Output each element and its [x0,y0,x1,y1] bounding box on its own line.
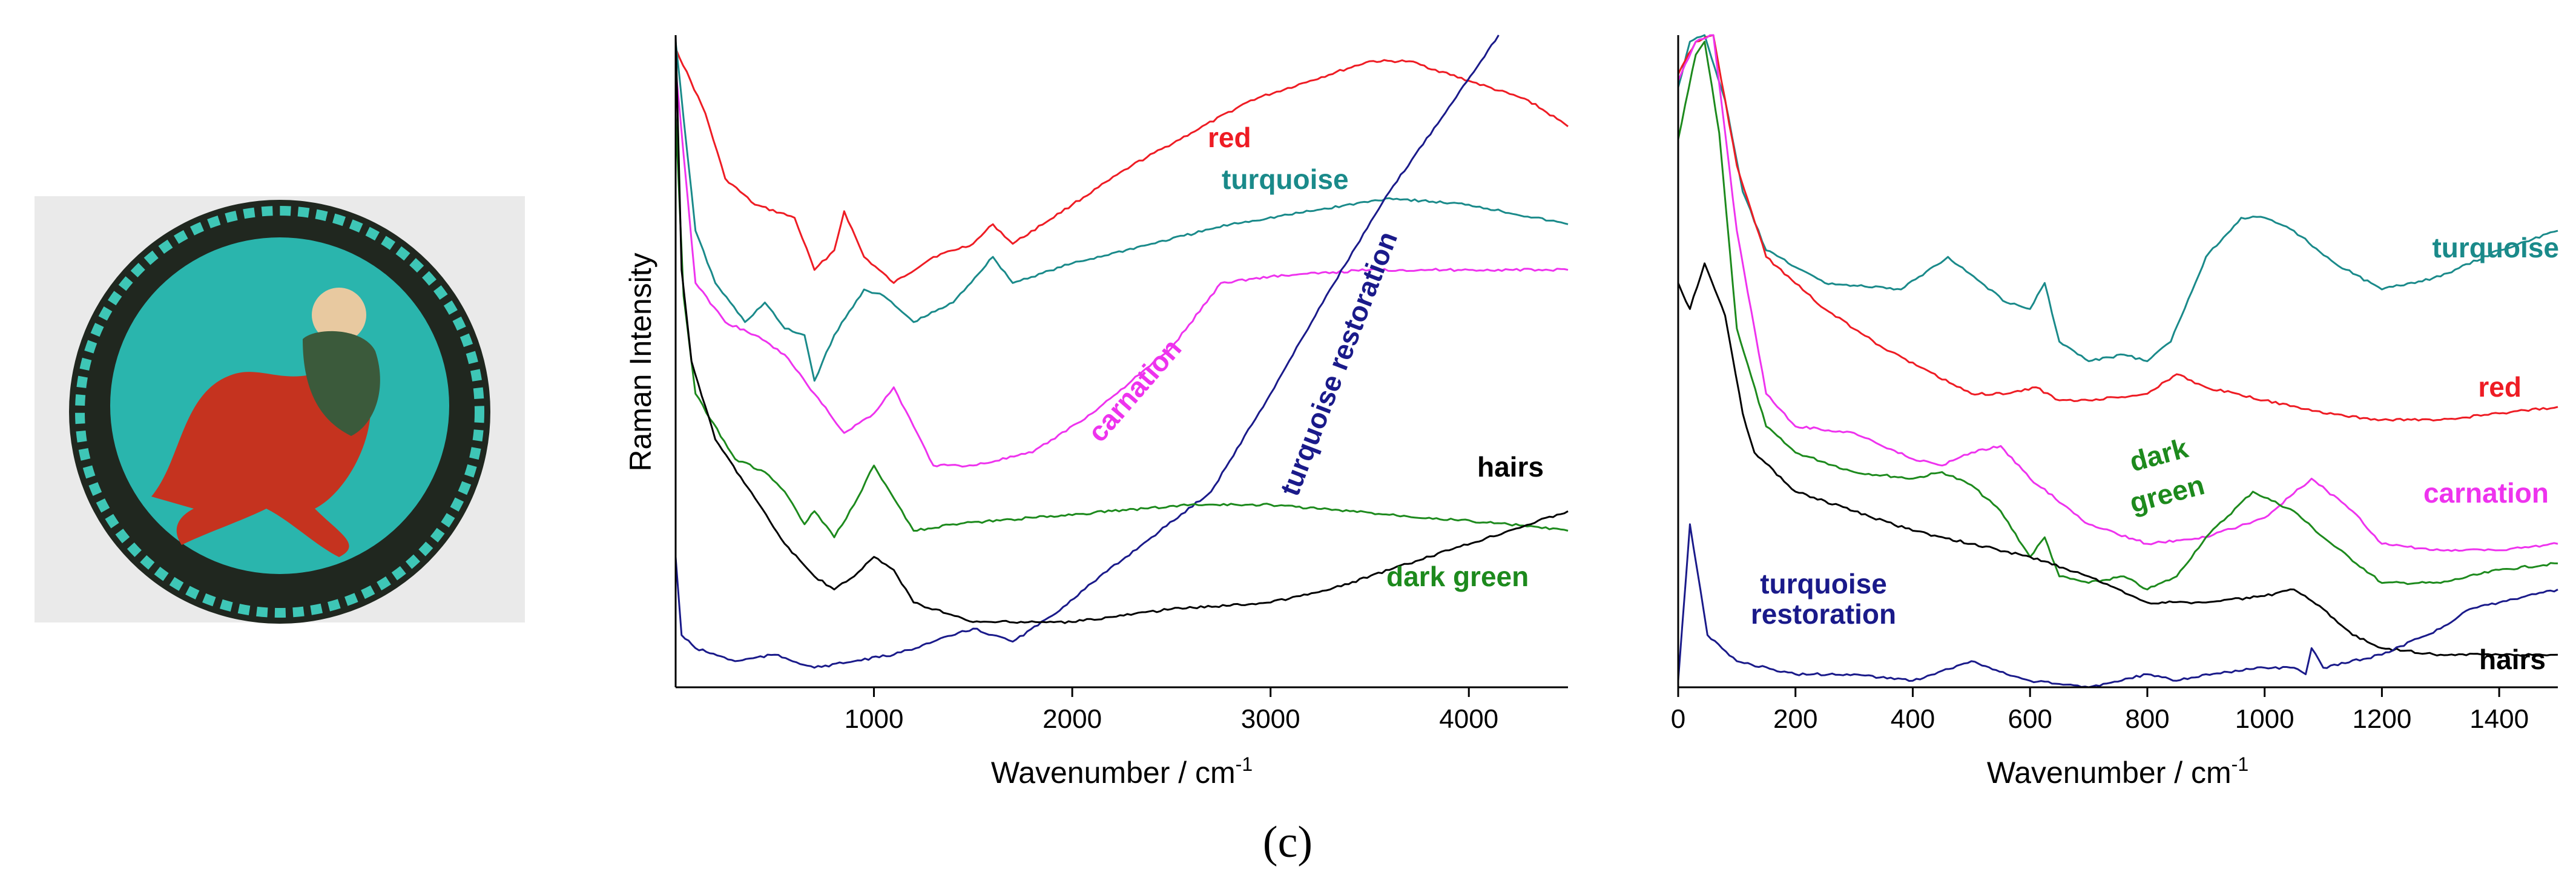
left-label-red: red [1208,122,1251,153]
right-x-tick-label: 1000 [2235,704,2294,734]
left-label-turquoise: turquoise [1222,163,1349,195]
left-series-red [674,47,1569,284]
left-label-turquoise-restoration: turquoise restoration [1274,227,1403,500]
right-x-tick-label: 400 [1891,704,1935,734]
left-x-tick-label: 1000 [845,704,904,734]
right-x-axis-title: Wavenumber / cm-1 [1987,753,2248,790]
right-x-axis-title-sup: -1 [2232,753,2248,775]
right-series-turquoise [1677,34,2558,362]
right-x-tick-label: 1400 [2469,704,2529,734]
left-x-tick-label: 3000 [1241,704,1300,734]
panel-letter: (c) [1263,817,1313,867]
left-x-tick-label: 2000 [1043,704,1102,734]
right-label-red: red [2478,371,2522,403]
left-series-dark-green [674,113,1569,538]
right-series-carnation [1677,34,2558,552]
right-series-turquoise-restoration [1677,523,2558,688]
left-series-turquoise-restoration [674,35,1500,669]
left-x-axis-title-sup: -1 [1236,753,1253,775]
left-label-carnation: carnation [1081,332,1187,447]
left-series-hairs [674,35,1569,624]
left-label-hairs: hairs [1477,451,1544,483]
chart-left: 1000 2000 3000 4000 Raman Intensity Wavenum… [624,35,1569,790]
right-label-hairs: hairs [2479,644,2546,675]
right-x-tick-label: 200 [1773,704,1817,734]
right-label-turquoise: turquoise [2432,232,2559,263]
right-ticks: 0 200 400 600 800 1000 1200 1400 [1671,687,2529,734]
left-series-group [674,35,1569,669]
right-x-tick-label: 800 [2125,704,2169,734]
right-label-turquoise-restoration-1: turquoise [1760,568,1887,599]
left-ticks: 1000 2000 3000 4000 [845,687,1498,734]
bowl-rim-pattern [75,206,484,618]
right-x-axis-title-main: Wavenumber / cm [1987,756,2232,790]
left-series-carnation [674,67,1569,468]
left-x-axis-title-main: Wavenumber / cm [991,756,1236,790]
right-x-tick-label: 0 [1671,704,1685,734]
right-series-dark-green [1677,41,2558,590]
bowl-photo [35,196,525,624]
right-x-tick-label: 1200 [2352,704,2411,734]
right-series-hairs [1677,262,2558,657]
left-label-dark-green: dark green [1386,561,1529,592]
left-x-axis-title: Wavenumber / cm-1 [991,753,1253,790]
right-series-group [1677,34,2558,688]
rider-head [312,288,366,342]
left-x-tick-label: 4000 [1439,704,1498,734]
left-series-turquoise [674,41,1569,382]
right-label-dark: dark [2126,432,2192,477]
right-label-turquoise-restoration-2: restoration [1751,598,1896,630]
left-y-axis-title: Raman Intensity [624,253,657,471]
right-x-tick-label: 600 [2008,704,2052,734]
right-series-red [1677,34,2558,422]
right-label-carnation: carnation [2423,477,2549,509]
chart-right: 0 200 400 600 800 1000 1200 1400 Wavenumber / c… [1671,34,2559,790]
rider-figure [303,331,380,436]
horse-figure [151,366,371,557]
